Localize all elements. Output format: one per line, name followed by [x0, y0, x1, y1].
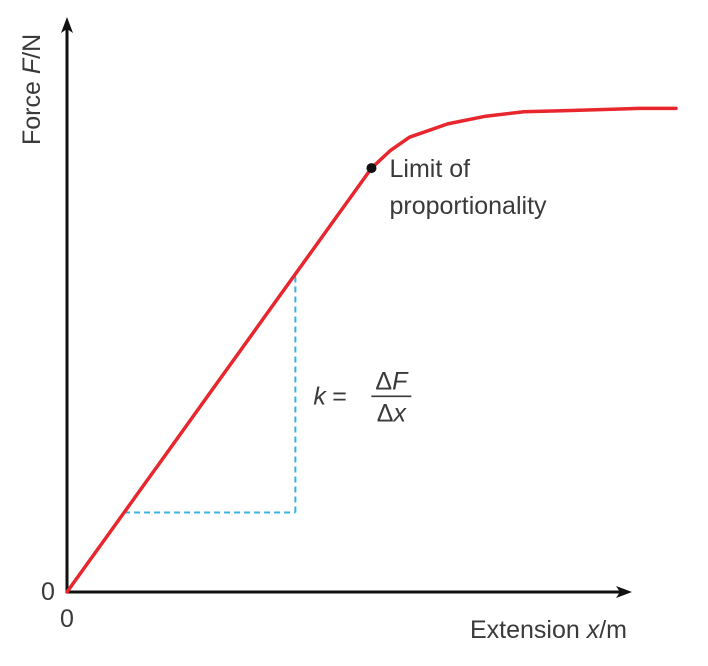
formula-k: k [313, 382, 327, 410]
numerator-delta: Δ [375, 367, 392, 395]
numerator-symbol: F [392, 367, 409, 395]
formula-numerator: ΔF [375, 367, 409, 395]
y-axis-label-unit: /N [18, 34, 46, 59]
y-axis-label-prefix: Force [18, 74, 46, 145]
force-extension-line [65, 106, 678, 594]
y-origin-label: 0 [41, 578, 55, 606]
denominator-symbol: x [392, 399, 407, 427]
y-axis-label: Force F/N [18, 34, 46, 145]
x-axis-label-prefix: Extension [470, 616, 587, 644]
x-origin-label: 0 [60, 605, 74, 633]
limit-of-proportionality-point [366, 163, 377, 174]
formula-denominator: Δx [377, 399, 408, 427]
x-axis-label-unit: /m [599, 616, 627, 644]
x-axis-label: Extension x/m [470, 616, 627, 644]
x-axis-label-symbol: x [586, 616, 601, 644]
gradient-formula: k = ΔF Δx [313, 367, 412, 427]
limit-label-line-2: proportionality [389, 192, 547, 220]
limit-label-line-1: Limit of [389, 155, 470, 183]
denominator-delta: Δ [377, 399, 394, 427]
formula-equals: = [325, 382, 354, 410]
gradient-triangle [124, 274, 297, 514]
y-axis-label-symbol: F [18, 57, 46, 74]
